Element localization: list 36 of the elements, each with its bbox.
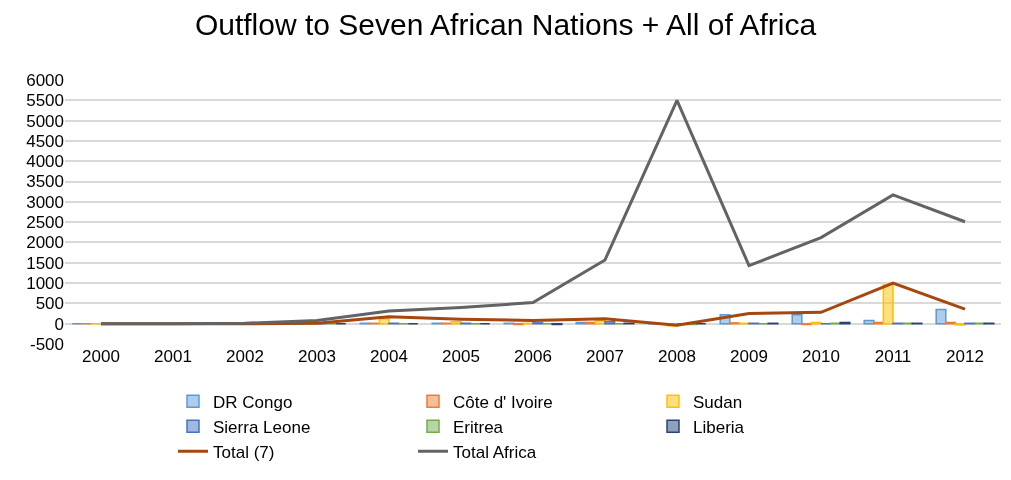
x-tick-label: 2007 <box>586 347 624 366</box>
x-tick-label: 2009 <box>730 347 768 366</box>
y-tick-label: 500 <box>35 294 64 314</box>
legend-label: DR Congo <box>213 392 293 412</box>
chart-title: Outflow to Seven African Nations + All of Africa <box>194 8 817 42</box>
x-tick-label: 2000 <box>82 347 120 366</box>
x-tick-label: 2001 <box>154 347 192 366</box>
legend-label: Eritrea <box>453 417 504 437</box>
legend-label: Total Africa <box>453 442 537 462</box>
x-tick-label: 2002 <box>226 347 264 366</box>
x-tick-label: 2011 <box>874 347 912 366</box>
y-tick-label: 3500 <box>26 172 64 192</box>
legend-label: Côte d' Ivoire <box>453 392 553 412</box>
x-tick-label: 2010 <box>802 347 840 366</box>
y-tick-label: 2500 <box>26 213 64 233</box>
legend-label: Sudan <box>693 392 743 412</box>
y-tick-label: 4000 <box>26 152 64 172</box>
legend-label: Total (7) <box>213 442 275 462</box>
y-tick-label: -500 <box>29 334 64 354</box>
x-tick-label: 2008 <box>658 347 696 366</box>
y-tick-label: 1000 <box>26 274 64 294</box>
x-tick-label: 2005 <box>442 347 480 366</box>
y-tick-label: 3000 <box>26 192 64 212</box>
x-tick-label: 2003 <box>298 347 336 366</box>
x-tick-label: 2006 <box>514 347 552 366</box>
y-tick-label: 2000 <box>26 233 64 253</box>
y-tick-label: 5000 <box>26 111 64 131</box>
y-tick-label: 0 <box>54 314 64 334</box>
y-tick-label: 6000 <box>26 70 64 90</box>
legend-label: Sierra Leone <box>213 417 311 437</box>
legend-label: Liberia <box>693 417 745 437</box>
x-tick-label: 2012 <box>946 347 984 366</box>
y-tick-label: 1500 <box>26 253 64 273</box>
y-tick-label: 5500 <box>26 91 64 111</box>
y-tick-label: 4500 <box>26 131 64 151</box>
x-tick-label: 2004 <box>370 347 408 366</box>
